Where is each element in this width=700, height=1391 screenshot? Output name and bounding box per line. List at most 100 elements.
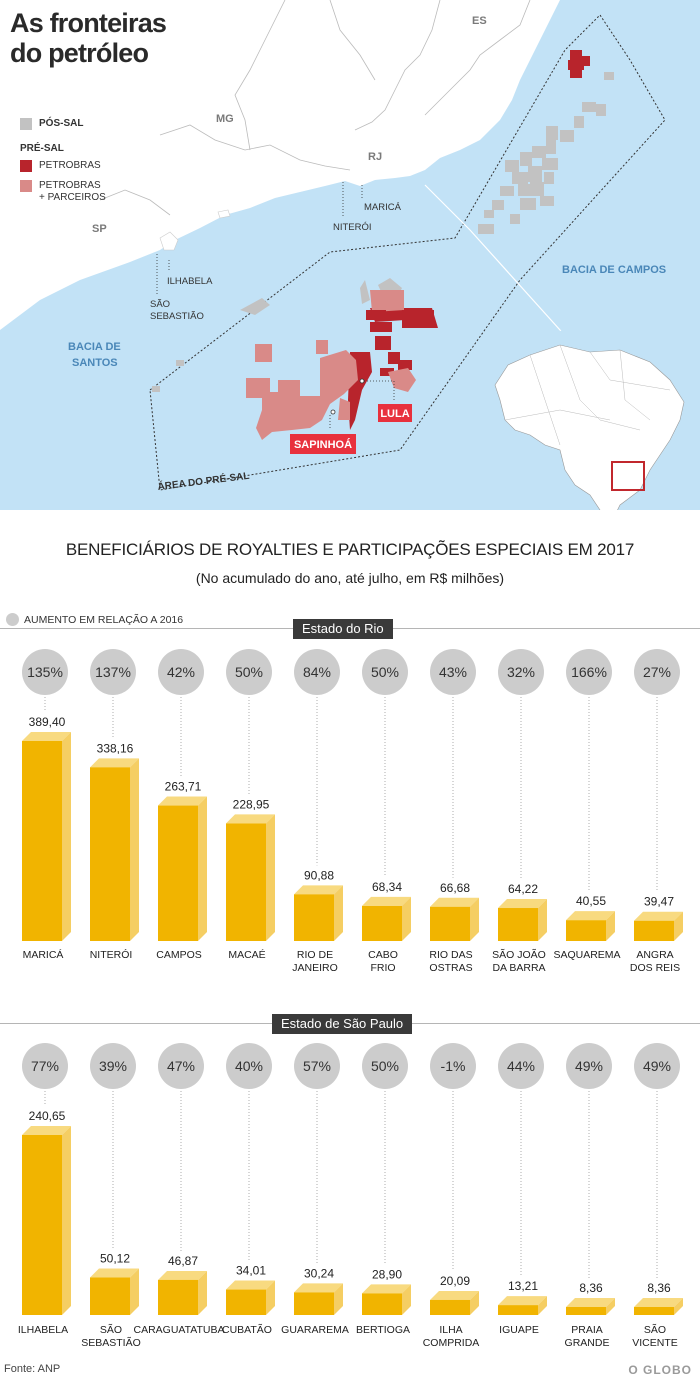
bar-top-p1-bar-6: [430, 1290, 479, 1300]
legend-pre-sal-heading: PRÉ-SAL: [20, 143, 64, 154]
chart-subtitle: (No acumulado do ano, até julho, em R$ m…: [195, 570, 505, 586]
city-label-niteroi: NITERÓI: [333, 222, 372, 233]
bar-p1-bar-4: [294, 1292, 334, 1315]
growth-label-p1-bar-8: 49%: [575, 1058, 603, 1074]
growth-legend-label: AUMENTO EM RELAÇÃO A 2016: [24, 614, 184, 626]
growth-bubble-p0-bar-4: [294, 649, 340, 695]
value-label-p1-bar-4: 30,24: [304, 1266, 334, 1280]
growth-label-p0-bar-1: 137%: [95, 664, 131, 680]
bar-p0-bar-7: [498, 908, 538, 941]
bar-side-p1-bar-0: [62, 1126, 71, 1315]
bar-top-p1-bar-8: [566, 1298, 615, 1307]
growth-bubble-p0-bar-6: [430, 649, 476, 695]
growth-label-p0-bar-9: 27%: [643, 664, 671, 680]
state-label-es: ES: [472, 15, 487, 27]
bar-side-p1-bar-8: [606, 1298, 615, 1315]
state-label-mg: MG: [216, 113, 234, 125]
royalties-bar-charts: 135% 389,40 MARICÁ 137% 338,16 NITERÓI 42% 263,…: [18, 649, 683, 1349]
category-label-p0-bar-3: MACAÉ: [228, 948, 265, 961]
city-label-marica: MARICÁ: [364, 202, 402, 213]
category-label-p1-bar-8: PRAIA: [571, 1324, 603, 1336]
value-label-p0-bar-9: 39,47: [644, 895, 674, 909]
growth-bubble-p1-bar-3: [226, 1043, 272, 1089]
category-label-p0-bar-6-line2: OSTRAS: [429, 962, 472, 974]
category-label-p0-bar-4: RIO DE: [297, 949, 333, 961]
bar-top-p1-bar-5: [362, 1284, 411, 1294]
value-label-p0-bar-1: 338,16: [97, 741, 134, 755]
category-label-p0-bar-4-line2: JANEIRO: [292, 962, 338, 974]
growth-label-p0-bar-2: 42%: [167, 664, 195, 680]
bar-top-p0-bar-9: [634, 911, 683, 921]
legend-parceiros-label-line1: PETROBRAS: [39, 180, 101, 191]
value-label-p1-bar-1: 50,12: [100, 1252, 130, 1266]
bar-side-p1-bar-6: [470, 1290, 479, 1315]
growth-bubble-p0-bar-8: [566, 649, 612, 695]
value-label-p1-bar-3: 34,01: [236, 1264, 266, 1278]
bar-p0-bar-9: [634, 920, 674, 941]
growth-bubble-p0-bar-3: [226, 649, 272, 695]
source-note: Fonte: ANP: [4, 1363, 61, 1375]
city-label-sao-sebastiao-line2: SEBASTIÃO: [150, 311, 204, 322]
bar-p0-bar-1: [90, 767, 130, 941]
value-label-p1-bar-2: 46,87: [168, 1254, 198, 1268]
growth-bubble-p1-bar-6: [430, 1043, 476, 1089]
field-label-sapinhoa-text: SAPINHOÁ: [294, 438, 352, 451]
growth-bubble-p0-bar-0: [22, 649, 68, 695]
growth-bubble-p1-bar-1: [90, 1043, 136, 1089]
state-borders: [99, 0, 531, 216]
value-label-p0-bar-7: 64,22: [508, 882, 538, 896]
bar-p0-bar-8: [566, 920, 606, 941]
legend-pos-sal-label: PÓS-SAL: [39, 118, 84, 129]
bar-p0-bar-4: [294, 894, 334, 941]
category-label-p0-bar-9-line2: DOS REIS: [630, 962, 680, 974]
value-label-p1-bar-8: 8,36: [579, 1281, 603, 1295]
bar-side-p0-bar-5: [402, 896, 411, 941]
growth-label-p0-bar-5: 50%: [371, 664, 399, 680]
growth-bubble-p0-bar-9: [634, 649, 680, 695]
bar-top-p1-bar-1: [90, 1268, 139, 1278]
state-label-sp: SP: [92, 223, 107, 235]
bar-p1-bar-7: [498, 1305, 538, 1315]
category-label-p1-bar-3: CUBATÃO: [222, 1323, 272, 1336]
growth-bubble-p1-bar-2: [158, 1043, 204, 1089]
category-label-p0-bar-0: MARICÁ: [23, 948, 64, 961]
bar-p1-bar-2: [158, 1279, 198, 1315]
bar-side-p1-bar-5: [402, 1284, 411, 1315]
category-label-p1-bar-9: SÃO: [644, 1323, 666, 1336]
growth-label-p1-bar-5: 50%: [371, 1058, 399, 1074]
page-title-line2: do petróleo: [10, 38, 149, 68]
value-label-p0-bar-4: 90,88: [304, 868, 334, 882]
category-label-p0-bar-6: RIO DAS: [429, 949, 472, 961]
growth-bubble-p0-bar-1: [90, 649, 136, 695]
bar-p1-bar-0: [22, 1135, 62, 1315]
category-label-p1-bar-6-line2: COMPRIDA: [423, 1337, 480, 1349]
growth-label-p1-bar-0: 77%: [31, 1058, 59, 1074]
growth-label-p1-bar-2: 47%: [167, 1058, 195, 1074]
growth-bubble-p1-bar-5: [362, 1043, 408, 1089]
legend-parceiros-label-line2: + PARCEIROS: [39, 192, 106, 203]
category-label-p0-bar-8: SAQUAREMA: [553, 949, 620, 961]
pos-sal-fields: [152, 72, 614, 392]
growth-bubble-p0-bar-5: [362, 649, 408, 695]
brazil-inset: [488, 326, 696, 510]
value-label-p0-bar-3: 228,95: [233, 797, 270, 811]
bar-side-p0-bar-9: [674, 911, 683, 941]
growth-bubble-p1-bar-8: [566, 1043, 612, 1089]
inset-focus-box: [611, 461, 645, 491]
bar-p1-bar-8: [566, 1307, 606, 1315]
bar-top-p0-bar-6: [430, 897, 479, 907]
value-label-p0-bar-0: 389,40: [29, 715, 66, 729]
brand-logo: O GLOBO: [628, 1363, 692, 1377]
bar-top-p0-bar-7: [498, 899, 547, 909]
category-label-p0-bar-2: CAMPOS: [156, 949, 202, 961]
bar-side-p1-bar-9: [674, 1298, 683, 1315]
value-label-p1-bar-6: 20,09: [440, 1274, 470, 1288]
bar-side-p0-bar-8: [606, 911, 615, 941]
category-label-p1-bar-9-line2: VICENTE: [632, 1337, 678, 1349]
bar-top-p0-bar-4: [294, 885, 343, 895]
city-label-sao-sebastiao-line1: SÃO: [150, 299, 170, 310]
growth-label-p1-bar-3: 40%: [235, 1058, 263, 1074]
page-title-line1: As fronteiras: [10, 8, 167, 38]
growth-label-p0-bar-7: 32%: [507, 664, 535, 680]
category-label-p0-bar-7: SÃO JOÃO: [492, 948, 546, 961]
